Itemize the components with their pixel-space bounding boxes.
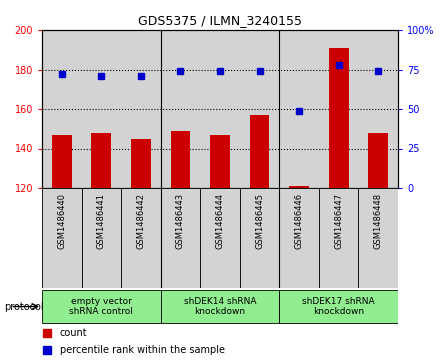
Bar [171, 131, 191, 188]
Bar [161, 290, 279, 323]
Text: GSM1486446: GSM1486446 [295, 193, 304, 249]
Bar [289, 186, 309, 188]
Bar [279, 290, 398, 323]
Bar [81, 188, 121, 288]
Text: GSM1486448: GSM1486448 [374, 193, 383, 249]
Text: GSM1486440: GSM1486440 [57, 193, 66, 249]
Bar [368, 133, 388, 188]
Bar [279, 188, 319, 288]
Text: empty vector
shRNA control: empty vector shRNA control [70, 297, 133, 316]
Text: count: count [60, 328, 88, 338]
Bar [42, 290, 161, 323]
Text: GSM1486445: GSM1486445 [255, 193, 264, 249]
Text: percentile rank within the sample: percentile rank within the sample [60, 345, 225, 355]
Text: shDEK17 shRNA
knockdown: shDEK17 shRNA knockdown [302, 297, 375, 316]
Title: GDS5375 / ILMN_3240155: GDS5375 / ILMN_3240155 [138, 15, 302, 28]
Text: GSM1486441: GSM1486441 [97, 193, 106, 249]
Bar [329, 48, 348, 188]
Bar [92, 133, 111, 188]
Text: GSM1486447: GSM1486447 [334, 193, 343, 249]
Bar [249, 115, 269, 188]
Bar [240, 188, 279, 288]
Text: GSM1486443: GSM1486443 [176, 193, 185, 249]
Bar [161, 188, 200, 288]
Bar [319, 188, 359, 288]
Bar [359, 188, 398, 288]
Text: GSM1486444: GSM1486444 [216, 193, 224, 249]
Text: shDEK14 shRNA
knockdown: shDEK14 shRNA knockdown [184, 297, 256, 316]
Bar [121, 188, 161, 288]
Bar [131, 139, 151, 188]
Bar [200, 188, 240, 288]
Text: GSM1486442: GSM1486442 [136, 193, 145, 249]
Bar [210, 135, 230, 188]
Bar [52, 135, 72, 188]
Text: protocol: protocol [4, 302, 44, 311]
Bar [42, 188, 81, 288]
